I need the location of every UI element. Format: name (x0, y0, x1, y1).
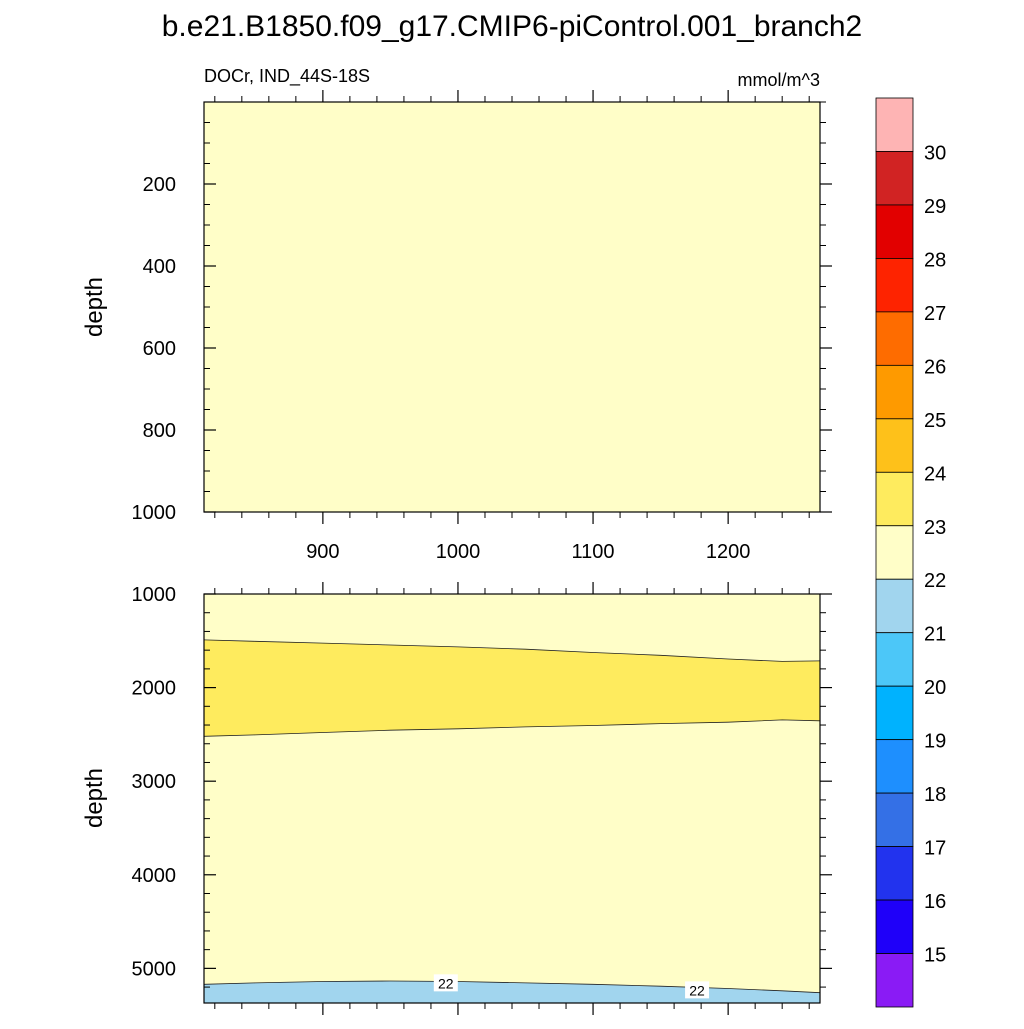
upper-panel: 900 1000 1100 1200 200 400 600 800 1000 depth (81, 90, 832, 563)
colorbar-swatch (875, 685, 914, 741)
y-tick-label: 200 (143, 174, 176, 196)
contour-band-22-23 (204, 102, 820, 512)
contour-label-box (433, 974, 458, 992)
colorbar-swatch (875, 632, 914, 687)
y-tick-label: 1000 (132, 584, 177, 606)
colorbar-swatch (875, 846, 914, 901)
contour-line (203, 719, 821, 737)
colorbar-swatch (875, 258, 914, 313)
y-tick-label: 800 (143, 420, 176, 442)
colorbar-label: 20 (924, 677, 946, 699)
colorbar-label: 29 (924, 196, 946, 218)
colorbar-swatch (875, 792, 914, 847)
y-tick-label: 1000 (132, 502, 177, 524)
y-tick-label: 3000 (132, 771, 177, 793)
colorbar-swatch (875, 953, 914, 1008)
colorbar-swatch (875, 471, 914, 527)
y-tick-label: 2000 (132, 678, 177, 700)
contour-label-box (685, 981, 710, 999)
colorbar-label: 28 (924, 249, 946, 271)
contour-label: 22 (438, 975, 454, 991)
lower-panel: 22 22 1000 2000 3000 4000 5000 depth (81, 582, 832, 1015)
colorbar-label: 25 (924, 410, 946, 432)
y-tick-label: 400 (143, 256, 176, 278)
figure-title: b.e21.B1850.f09_g17.CMIP6-piControl.001_… (162, 10, 863, 43)
y-axis-label: depth (81, 768, 108, 828)
units-label: mmol/m^3 (738, 70, 820, 90)
colorbar-label: 26 (924, 356, 946, 378)
colorbar-swatch (875, 311, 914, 366)
colorbar-swatch (875, 899, 914, 954)
colorbar-label: 19 (924, 731, 946, 753)
y-axis-label: depth (81, 277, 108, 337)
y-tick-label: 600 (143, 338, 176, 360)
colorbar-swatch (875, 578, 914, 634)
colorbar-label: 23 (924, 517, 946, 539)
x-tick-label: 1000 (436, 541, 481, 563)
colorbar-swatch (875, 97, 914, 152)
colorbar-swatch (875, 364, 914, 420)
x-tick-label: 1200 (706, 541, 751, 563)
colorbar-swatch (875, 525, 914, 580)
colorbar-swatch (875, 204, 914, 259)
y-tick-label: 4000 (132, 865, 177, 887)
contour-line (203, 639, 821, 662)
colorbar-label: 16 (924, 891, 946, 913)
colorbar-label: 17 (924, 838, 946, 860)
colorbar-swatch (875, 151, 914, 206)
colorbar-label: 22 (924, 570, 946, 592)
contour-line (203, 980, 821, 994)
colorbar-label: 18 (924, 784, 946, 806)
variable-label: DOCr, IND_44S-18S (204, 66, 370, 87)
x-tick-label: 1100 (572, 541, 615, 563)
x-tick-label: 900 (306, 541, 339, 563)
y-tick-label: 5000 (132, 958, 177, 980)
contour-label: 22 (689, 982, 705, 998)
colorbar-swatch (875, 739, 914, 794)
colorbar-label: 15 (924, 945, 946, 967)
colorbar-label: 21 (924, 624, 946, 646)
colorbar-label: 27 (924, 303, 946, 325)
colorbar-label: 30 (924, 142, 946, 164)
colorbar: 15 16 17 18 19 20 21 22 23 24 25 26 27 28 29 30 (875, 97, 946, 1008)
colorbar-label: 24 (924, 463, 946, 485)
contour-band-23-24 (204, 639, 820, 737)
colorbar-swatch (875, 418, 914, 473)
